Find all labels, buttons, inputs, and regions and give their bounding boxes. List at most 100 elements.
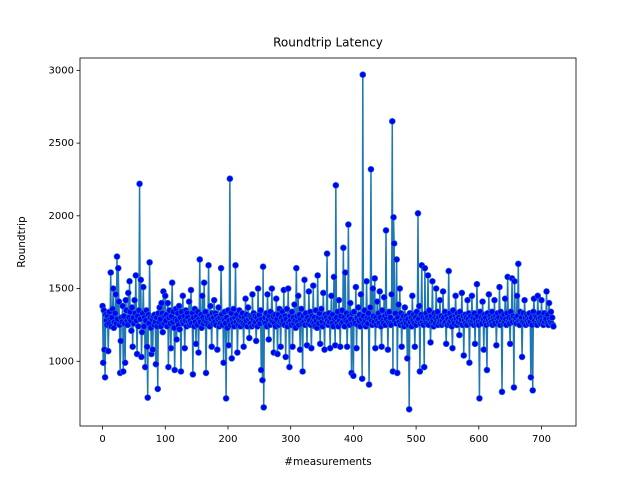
marker (385, 308, 393, 316)
marker (485, 291, 493, 298)
plot-area (99, 71, 557, 413)
marker (181, 344, 189, 352)
marker (293, 264, 300, 272)
marker (452, 292, 459, 300)
marker (128, 304, 136, 311)
marker (208, 343, 215, 351)
marker (411, 343, 419, 351)
marker (122, 296, 130, 304)
marker (384, 346, 392, 353)
marker (115, 298, 123, 305)
marker (550, 323, 557, 330)
marker (126, 277, 133, 285)
marker (328, 292, 335, 300)
marker (177, 368, 185, 375)
x-tick-label: 0 (99, 434, 105, 445)
marker (547, 308, 555, 316)
marker (359, 71, 367, 79)
marker (217, 264, 225, 272)
marker (152, 360, 160, 368)
marker (343, 343, 351, 351)
x-tick-label: 600 (469, 434, 488, 445)
marker (350, 308, 358, 316)
marker (336, 343, 344, 351)
marker (187, 286, 195, 294)
marker (240, 343, 247, 351)
marker (113, 253, 121, 260)
marker (378, 307, 386, 314)
marker (111, 309, 119, 317)
marker (198, 292, 206, 300)
marker (121, 359, 129, 367)
marker (341, 269, 349, 276)
marker (316, 340, 324, 348)
marker (398, 343, 405, 351)
marker (146, 259, 153, 266)
marker (513, 292, 521, 300)
marker (234, 349, 241, 356)
y-tick-label: 3000 (49, 65, 74, 76)
marker (449, 344, 456, 352)
marker (445, 267, 453, 275)
marker (228, 355, 236, 362)
marker (185, 298, 193, 305)
marker (220, 359, 227, 367)
marker (128, 327, 135, 335)
marker (282, 353, 289, 361)
marker (527, 373, 535, 381)
marker (498, 388, 506, 396)
marker (496, 283, 503, 291)
marker (257, 366, 265, 374)
marker (393, 369, 401, 377)
marker (168, 279, 176, 287)
marker (352, 283, 360, 291)
marker (479, 298, 486, 305)
marker (521, 296, 528, 304)
marker (382, 227, 390, 234)
marker (104, 347, 112, 355)
marker (466, 359, 473, 367)
marker (432, 285, 440, 292)
marker (301, 276, 308, 284)
marker (319, 289, 327, 297)
marker (401, 304, 409, 311)
marker (396, 285, 404, 292)
marker (117, 337, 125, 345)
marker (200, 279, 208, 287)
marker (308, 344, 315, 352)
marker (175, 302, 183, 310)
x-tick-label: 700 (532, 434, 551, 445)
marker (129, 343, 136, 351)
marker (357, 291, 365, 298)
marker (138, 353, 145, 361)
marker (323, 250, 331, 257)
marker (137, 276, 145, 284)
marker (284, 285, 292, 292)
marker (268, 285, 276, 292)
marker (179, 292, 187, 300)
marker (274, 350, 281, 358)
marker (202, 308, 209, 316)
marker (458, 289, 466, 297)
marker (335, 296, 343, 304)
marker (119, 302, 126, 310)
marker (390, 240, 398, 247)
marker (222, 395, 230, 402)
marker (393, 256, 400, 263)
marker (405, 405, 413, 413)
marker (473, 280, 481, 288)
marker (283, 305, 291, 313)
marker (468, 292, 476, 300)
marker (409, 292, 416, 300)
marker (202, 369, 210, 377)
marker (254, 285, 262, 292)
marker (214, 346, 221, 353)
marker (326, 344, 334, 352)
marker (501, 295, 509, 303)
marker (161, 292, 169, 300)
marker (424, 272, 432, 279)
marker (225, 341, 232, 349)
x-tick-label: 400 (344, 434, 363, 445)
marker (388, 291, 395, 298)
x-tick-label: 100 (156, 434, 175, 445)
